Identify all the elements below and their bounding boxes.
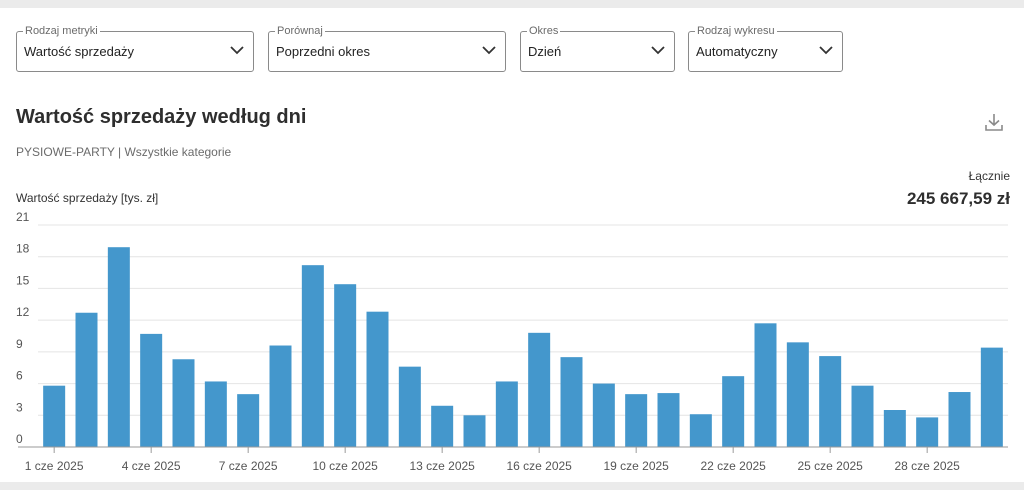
bar	[334, 284, 357, 447]
bar	[722, 376, 745, 447]
y-tick-label: 6	[16, 369, 23, 383]
bar	[43, 385, 66, 447]
metric-type-label: Rodzaj metryki	[23, 24, 100, 38]
bar	[689, 414, 712, 447]
x-tick-label: 25 cze 2025	[797, 459, 863, 473]
x-tick-label: 22 cze 2025	[700, 459, 766, 473]
bar	[269, 345, 292, 447]
x-tick-label: 28 cze 2025	[894, 459, 960, 473]
bar	[786, 342, 809, 447]
bar	[883, 410, 906, 447]
chart-card: Rodzaj metryki Wartość sprzedaży Porówna…	[0, 8, 1024, 482]
metric-type-value: Wartość sprzedaży	[24, 44, 135, 59]
bar	[431, 405, 454, 447]
chart-type-select[interactable]: Rodzaj wykresu Automatyczny	[688, 24, 843, 72]
total-value: 245 667,59 zł	[906, 189, 1010, 208]
y-tick-label: 18	[16, 242, 30, 256]
x-tick-label: 1 cze 2025	[25, 459, 84, 473]
compare-select[interactable]: Porównaj Poprzedni okres	[268, 24, 506, 72]
period-label: Okres	[527, 24, 561, 38]
bar	[851, 385, 874, 447]
x-tick-label: 16 cze 2025	[506, 459, 572, 473]
chart-type-label: Rodzaj wykresu	[695, 24, 777, 38]
bar	[495, 381, 518, 447]
bar	[398, 366, 421, 447]
x-tick-label: 10 cze 2025	[312, 459, 378, 473]
y-tick-label: 9	[16, 337, 23, 351]
y-tick-label: 21	[16, 210, 30, 224]
chevron-down-icon	[651, 46, 665, 55]
bar	[528, 332, 551, 447]
bar	[75, 312, 98, 447]
bar	[560, 357, 583, 447]
bar	[980, 347, 1003, 447]
chart-subtitle: PYSIOWE-PARTY | Wszystkie kategorie	[16, 145, 232, 159]
bar	[463, 415, 486, 447]
chevron-down-icon	[482, 46, 496, 55]
bar	[140, 333, 163, 447]
bar	[237, 394, 260, 447]
bar	[301, 265, 324, 447]
chart-title: Wartość sprzedaży według dni	[16, 106, 307, 128]
y-tick-label: 12	[16, 305, 30, 319]
bar	[107, 247, 130, 447]
compare-value: Poprzedni okres	[276, 44, 370, 59]
x-tick-label: 4 cze 2025	[122, 459, 181, 473]
bar	[172, 359, 195, 447]
bar	[916, 417, 939, 447]
bar	[592, 383, 615, 447]
y-axis-label: Wartość sprzedaży [tys. zł]	[16, 191, 159, 205]
chevron-down-icon	[819, 46, 833, 55]
x-tick-label: 19 cze 2025	[603, 459, 669, 473]
bar	[948, 392, 971, 447]
bar	[657, 393, 680, 447]
y-tick-label: 15	[16, 273, 30, 287]
download-icon[interactable]	[983, 111, 1005, 133]
x-tick-label: 13 cze 2025	[409, 459, 475, 473]
y-tick-label: 3	[16, 400, 23, 414]
period-value: Dzień	[528, 44, 562, 59]
bar	[204, 381, 227, 447]
bar	[754, 323, 777, 447]
period-select[interactable]: Okres Dzień	[520, 24, 675, 72]
bar-chart: 0 3 6 9 12 15 18 21 1 cze 2025 4 cze 2025 7 cze 20…	[16, 210, 1008, 473]
y-tick-label: 0	[16, 432, 23, 446]
bar	[625, 394, 648, 447]
chevron-down-icon	[230, 46, 244, 55]
bar	[366, 311, 389, 447]
metric-type-select[interactable]: Rodzaj metryki Wartość sprzedaży	[16, 24, 254, 72]
bar	[819, 356, 842, 447]
compare-label: Porównaj	[275, 24, 325, 38]
total-label: Łącznie	[968, 169, 1010, 183]
chart-type-value: Automatyczny	[696, 44, 778, 59]
x-tick-label: 7 cze 2025	[219, 459, 278, 473]
